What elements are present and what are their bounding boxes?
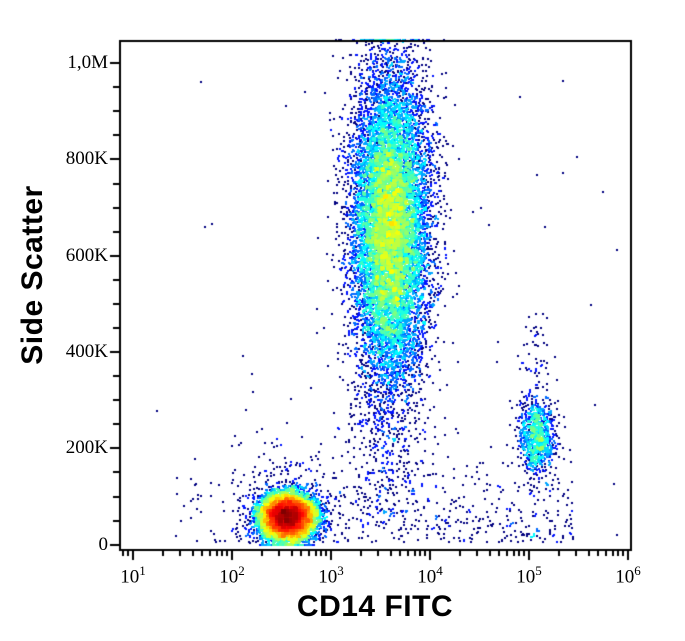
x-tick-label: 101 <box>103 560 163 588</box>
x-tick-base: 10 <box>318 566 338 588</box>
x-tick-exponent: 1 <box>139 563 146 578</box>
x-tick-label: 103 <box>301 560 361 588</box>
x-tick-exponent: 5 <box>535 563 542 578</box>
y-tick-label: 600K <box>65 245 108 266</box>
x-tick-base: 10 <box>615 566 635 588</box>
x-tick-label: 104 <box>400 560 460 588</box>
x-tick-label: 105 <box>499 560 559 588</box>
y-tick-label: 200K <box>65 437 108 458</box>
y-tick-label: 800K <box>65 148 108 169</box>
x-tick-exponent: 3 <box>337 563 344 578</box>
x-tick-base: 10 <box>417 566 437 588</box>
x-tick-base: 10 <box>219 566 239 588</box>
y-tick-label: 0 <box>98 534 109 555</box>
x-tick-label: 106 <box>598 560 658 588</box>
x-tick-label: 102 <box>202 560 262 588</box>
y-axis-title: Side Scatter <box>16 185 49 365</box>
x-tick-base: 10 <box>120 566 140 588</box>
x-tick-exponent: 2 <box>238 563 245 578</box>
y-tick-label: 400K <box>65 341 108 362</box>
x-tick-exponent: 4 <box>436 563 443 578</box>
x-axis-title: CD14 FITC <box>296 590 454 623</box>
x-tick-exponent: 6 <box>634 563 641 578</box>
x-tick-base: 10 <box>516 566 536 588</box>
y-tick-label: 1,0M <box>67 52 108 73</box>
